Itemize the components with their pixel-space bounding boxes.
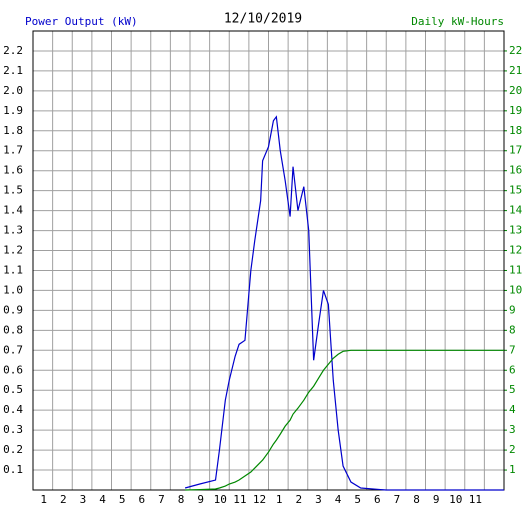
x-tick-label: 5: [119, 493, 126, 506]
x-tick-label: 10: [449, 493, 462, 506]
x-tick-label: 8: [413, 493, 420, 506]
y-tick-label: 0.6: [3, 363, 23, 376]
y-tick-label: 0.9: [3, 303, 23, 316]
y2-tick-label: 1: [509, 463, 516, 476]
y-tick-label: 1.6: [3, 164, 23, 177]
y2-tick-label: 22: [509, 44, 522, 57]
y2-tick-label: 8: [509, 323, 516, 336]
y2-tick-label: 5: [509, 383, 516, 396]
y2-tick-label: 14: [509, 204, 523, 217]
x-tick-label: 8: [178, 493, 185, 506]
plot-border: [32, 30, 505, 491]
y2-tick-label: 18: [509, 124, 522, 137]
y-tick-label: 1.3: [3, 224, 23, 237]
y2-tick-label: 2: [509, 443, 516, 456]
y-tick-label: 1.7: [3, 144, 23, 157]
y2-tick-label: 6: [509, 363, 516, 376]
x-tick-label: 7: [394, 493, 401, 506]
y2-tick-label: 3: [509, 423, 516, 436]
y-tick-label: 0.2: [3, 443, 23, 456]
y2-tick-label: 9: [509, 303, 516, 316]
y-tick-label: 0.4: [3, 403, 23, 416]
y-tick-label: 2.0: [3, 84, 23, 97]
y2-tick-label: 16: [509, 164, 522, 177]
y2-tick-label: 20: [509, 84, 522, 97]
x-tick-label: 9: [433, 493, 440, 506]
x-tick-label: 2: [295, 493, 302, 506]
y-tick-label: 1.8: [3, 124, 23, 137]
y-tick-label: 0.7: [3, 343, 23, 356]
x-tick-label: 1: [276, 493, 283, 506]
y2-tick-label: 10: [509, 283, 522, 296]
x-tick-label: 10: [214, 493, 227, 506]
y2-tick-label: 19: [509, 104, 522, 117]
x-tick-label: 2: [60, 493, 67, 506]
x-tick-label: 4: [99, 493, 106, 506]
x-tick-label: 3: [315, 493, 322, 506]
y-tick-label: 2.2: [3, 44, 23, 57]
y-tick-label: 0.1: [3, 463, 23, 476]
x-tick-label: 7: [158, 493, 165, 506]
y2-tick-label: 7: [509, 343, 516, 356]
y2-tick-label: 15: [509, 184, 522, 197]
y-tick-label: 0.5: [3, 383, 23, 396]
x-tick-label: 3: [80, 493, 87, 506]
series-line: [184, 115, 504, 491]
x-tick-label: 4: [335, 493, 342, 506]
x-tick-label: 6: [138, 493, 145, 506]
x-tick-label: 11: [233, 493, 246, 506]
y2-tick-label: 13: [509, 224, 522, 237]
x-tick-label: 5: [354, 493, 361, 506]
y-tick-label: 1.4: [3, 204, 23, 217]
x-tick-label: 11: [469, 493, 482, 506]
y2-tick-label: 21: [509, 64, 522, 77]
y2-tick-label: 4: [509, 403, 516, 416]
y2-tick-label: 11: [509, 263, 522, 276]
y2-axis-title: Daily kW-Hours: [411, 15, 504, 28]
y-tick-label: 1.9: [3, 104, 23, 117]
y-tick-label: 1.1: [3, 263, 23, 276]
y-tick-label: 1.2: [3, 244, 23, 257]
y-tick-label: 1.0: [3, 283, 23, 296]
y-tick-label: 2.1: [3, 64, 23, 77]
y2-tick-label: 12: [509, 244, 522, 257]
chart-title: 12/10/2019: [224, 12, 302, 27]
y2-tick-label: 17: [509, 144, 522, 157]
x-tick-label: 6: [374, 493, 381, 506]
y-tick-label: 0.8: [3, 323, 23, 336]
series-line: [185, 349, 504, 491]
x-tick-label: 12: [253, 493, 266, 506]
x-tick-label: 9: [197, 493, 204, 506]
y-axis-title: Power Output (kW): [25, 15, 138, 28]
x-tick-label: 1: [40, 493, 47, 506]
y-tick-label: 1.5: [3, 184, 23, 197]
y-tick-label: 0.3: [3, 423, 23, 436]
